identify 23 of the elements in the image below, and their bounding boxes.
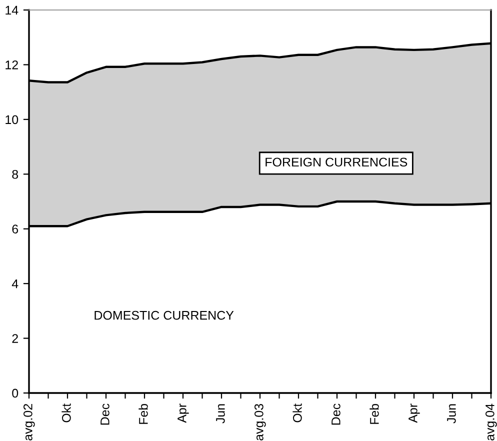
x-tick-label: Dec (332, 404, 340, 425)
y-tick-label: 12 (6, 60, 18, 70)
y-tick-label: 10 (6, 115, 18, 124)
x-tick-label: Apr (408, 404, 420, 423)
x-tick-label: Jun (447, 404, 456, 424)
x-tick-label: avg.02 (24, 404, 35, 440)
y-tick-label: 2 (12, 334, 18, 343)
x-tick-label: Feb (138, 404, 148, 424)
x-tick-label: Feb (370, 404, 379, 424)
x-tick-label: avg.04 (486, 404, 497, 440)
y-tick-label: 8 (12, 170, 18, 179)
x-tick-label: avg.03 (254, 404, 266, 440)
y-tick-label: 4 (12, 280, 18, 288)
y-tick-label: 6 (12, 224, 18, 234)
x-tick-label: Jun (216, 404, 225, 424)
y-tick-label: 14 (6, 6, 18, 15)
series-label: FOREIGN CURRENCIES (266, 158, 408, 167)
series-label: DOMESTIC CURRENCY (94, 310, 234, 320)
y-tick-label: 0 (12, 388, 18, 398)
x-tick-label: Okt (62, 404, 71, 422)
x-tick-label: Okt (292, 404, 302, 422)
x-tick-label: Dec (100, 404, 110, 425)
x-tick-label: Apr (178, 404, 189, 423)
